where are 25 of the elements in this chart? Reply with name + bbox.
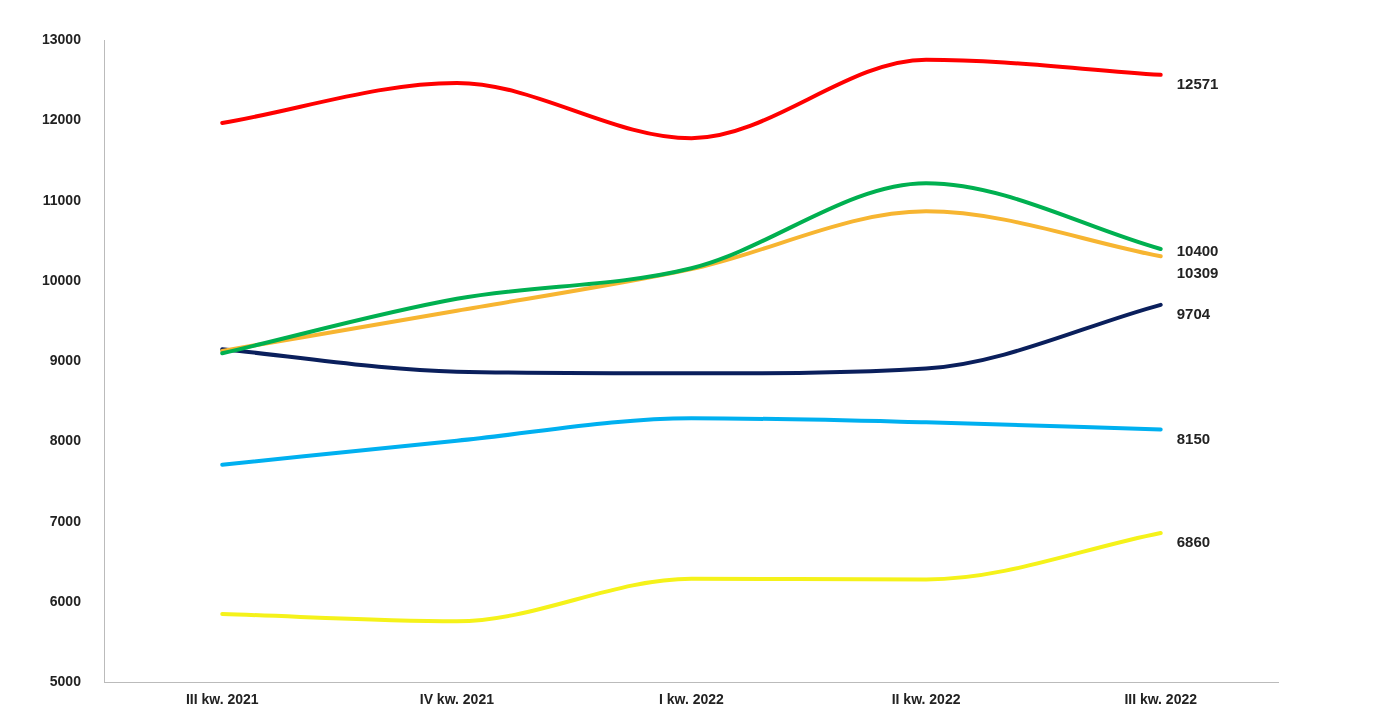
y-tick-label: 6000 [49,592,82,609]
y-tick-label: 13000 [41,31,82,48]
x-tick-label: III kw. 2022 [1124,691,1198,708]
y-tick-label: 9000 [49,352,82,369]
line-series [220,181,1163,356]
y-tick-label: 11000 [42,191,82,208]
data-label: 6860 [1176,533,1211,551]
data-label: 10400 [1176,241,1219,259]
y-tick-label: 10000 [41,271,82,288]
data-label: 9704 [1176,304,1211,322]
x-tick-label: IV kw. 2021 [419,691,495,708]
data-label: 10309 [1176,263,1219,281]
line-series [220,530,1163,624]
data-label: 8150 [1176,429,1211,447]
y-tick-label: 5000 [49,673,82,690]
data-label: 12571 [1176,74,1219,92]
line-series [220,416,1163,467]
y-tick-label: 8000 [49,432,82,449]
x-tick-label: II kw. 2022 [891,691,961,708]
line-series [220,57,1163,141]
line-series [220,302,1163,376]
y-tick-label: 12000 [41,111,82,128]
y-tick-label: 7000 [49,512,82,529]
x-tick-label: III kw. 2021 [185,691,259,708]
x-tick-label: I kw. 2022 [659,691,725,708]
